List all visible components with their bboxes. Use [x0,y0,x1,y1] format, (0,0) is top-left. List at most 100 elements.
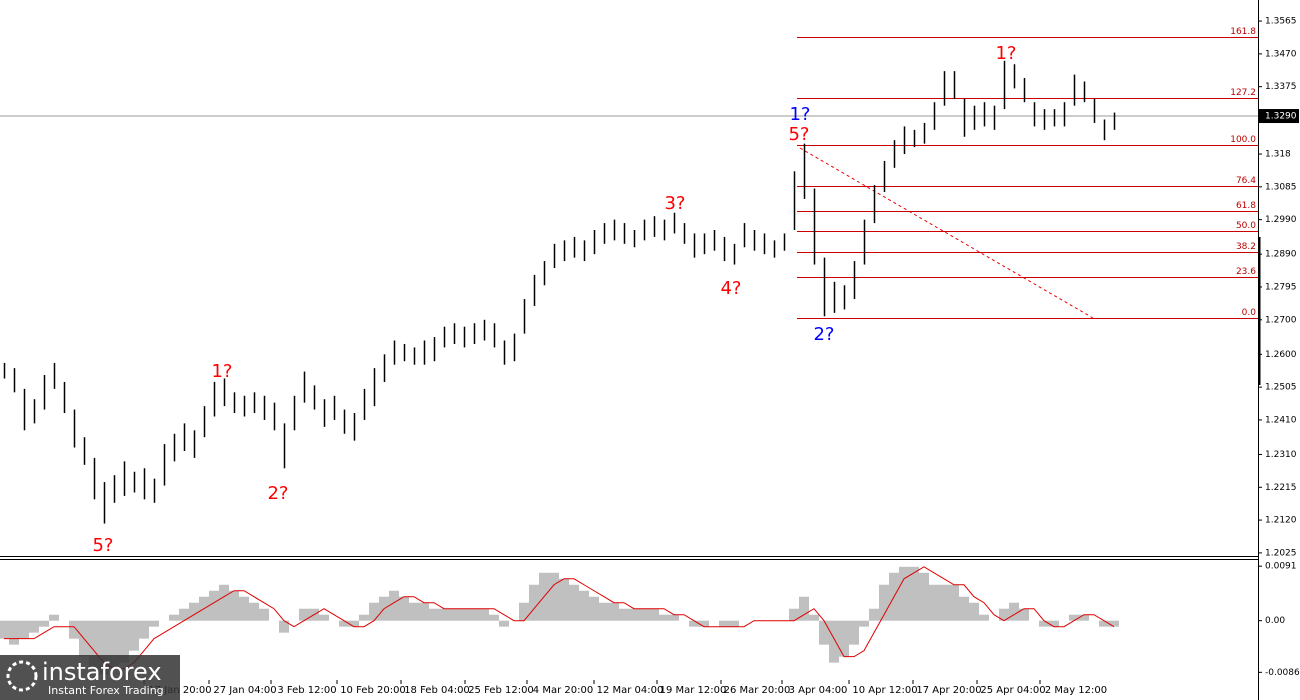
y-tick-label: 1.2990 [1265,215,1297,225]
x-tick-label: 25 Feb 12:00 [468,685,534,696]
macd-histogram-bar [969,602,979,621]
y-tick-label: 1.318 [1265,150,1291,160]
macd-histogram-bar [839,620,849,657]
macd-histogram-bar [579,590,589,621]
x-tick-label: 27 Jan 04:00 [213,685,276,696]
macd-histogram-bar [389,590,399,621]
fib-label: 127.2 [1230,88,1256,98]
macd-histogram-bar [1079,614,1089,621]
fib-label: 23.6 [1236,267,1256,277]
macd-histogram-bar [719,620,729,627]
macd-histogram-bar [1039,620,1049,627]
y-tick-label: 1.3470 [1265,49,1297,59]
y-tick-label: 1.2410 [1265,415,1297,425]
wave-label: 5? [788,124,809,145]
macd-histogram-bar [69,620,79,639]
y-tick-label: 1.2310 [1265,450,1297,460]
x-tick-label: 10 Feb 20:00 [340,685,406,696]
macd-histogram-bar [349,620,359,627]
macd-histogram-bar [419,602,429,621]
macd-histogram-bar [929,584,939,621]
x-tick-label: 3 Apr 04:00 [789,685,848,696]
macd-histogram-bar [259,608,269,621]
macd-histogram-bar [1019,608,1029,621]
macd-histogram-bar [829,620,839,663]
macd-histogram-bar [399,596,409,621]
macd-histogram-bar [109,620,119,669]
x-tick-label: 25 Apr 04:00 [980,685,1045,696]
x-tick-label: 12 Mar 04:00 [597,685,664,696]
macd-histogram-bar [489,614,499,621]
wave-label: 2? [267,483,288,504]
macd-histogram-bar [799,596,809,621]
macd-histogram-bar [559,578,569,621]
macd-histogram-bar [299,608,309,621]
y-tick-label: 0.0091 [1265,562,1297,572]
macd-histogram-bar [149,620,159,627]
macd-histogram-bar [849,620,859,645]
trend-line [799,147,1094,319]
macd-histogram-bar [89,620,99,669]
macd-histogram-bar [1099,620,1109,627]
wave-label: 1? [211,361,232,382]
fib-label: 0.0 [1242,308,1257,318]
macd-signal-line [4,566,1115,670]
fib-label: 100.0 [1230,135,1256,145]
macd-histogram-bar [119,620,129,663]
macd-histogram-bar [229,590,239,621]
macd-histogram-bar [439,608,449,621]
y-tick-label: 1.2700 [1265,315,1297,325]
macd-histogram-bar [639,608,649,621]
macd-histogram-bar [139,620,149,639]
macd-histogram-bar [359,614,369,621]
fib-label: 61.8 [1236,201,1256,211]
macd-histogram-bar [569,584,579,621]
macd-histogram-bar [669,614,679,621]
macd-histogram-bar [979,614,989,621]
y-tick-label: 0.00 [1265,616,1285,626]
wave-label: 4? [720,278,741,299]
x-tick-label: 4 Mar 20:00 [533,685,593,696]
macd-histogram-bar [899,566,909,621]
macd-histogram-bar [249,602,259,621]
x-tick-label: 18 Feb 04:00 [404,685,470,696]
y-tick-label: 1.2890 [1265,250,1297,260]
macd-histogram-bar [99,620,109,675]
macd-histogram-bar [949,584,959,621]
macd-histogram-bar [859,620,869,627]
logo-name: instaforex [42,658,162,686]
macd-histogram-bar [879,584,889,621]
macd-histogram-bar [369,602,379,621]
macd-histogram-bar [789,608,799,621]
wave-label: 5? [92,535,113,556]
macd-histogram-bar [529,584,539,621]
y-tick-label: 1.3085 [1265,182,1297,192]
current-price-label: 1.3290 [1265,112,1297,122]
macd-histogram-bar [609,602,619,621]
macd-histogram-bar [1049,620,1059,627]
wave-label: 1? [789,104,810,125]
macd-histogram-bar [1109,620,1119,627]
macd-histogram-bar [1069,614,1079,621]
macd-histogram-bar [499,620,509,627]
y-tick-label: 1.2795 [1265,282,1297,292]
fib-label: 161.8 [1230,27,1256,37]
logo-icon [6,660,38,692]
y-tick-label: 1.3375 [1265,82,1297,92]
logo: instaforex Instant Forex Trading [0,655,180,700]
wave-label: 1? [995,43,1016,64]
macd-histogram-bar [459,608,469,621]
fib-label: 50.0 [1236,221,1256,231]
macd-histogram-bar [279,620,289,633]
x-tick-label: 2 May 12:00 [1045,685,1107,696]
macd-histogram-bar [1009,602,1019,621]
macd-histogram-bar [909,566,919,621]
y-tick-label: 1.3565 [1265,17,1297,27]
macd-histogram-bar [649,608,659,621]
macd-histogram-bar [959,596,969,621]
macd-histogram-bar [809,614,819,621]
macd-histogram-bar [49,614,59,621]
